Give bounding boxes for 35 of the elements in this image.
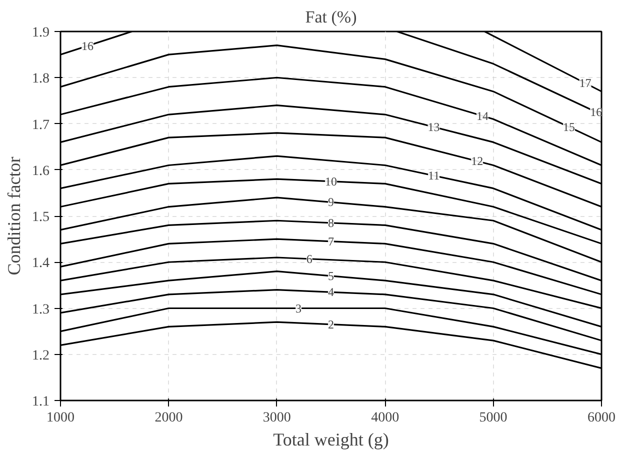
series-label: 7 (328, 234, 334, 248)
text: 16 (82, 38, 94, 53)
x-tick-label: 2000 (154, 410, 183, 426)
series-label: 11 (428, 168, 440, 183)
y-tick-label: 1.3 (32, 302, 50, 318)
y-tick-label: 1.6 (32, 164, 50, 179)
y-tick-label: 1.9 (32, 26, 50, 40)
series-label: 8 (328, 216, 334, 230)
series-label: 16 (590, 104, 602, 119)
y-tick-label: 1.7 (32, 118, 50, 133)
x-tick-label: 5000 (479, 410, 508, 426)
x-axis-title: Total weight (g) (273, 430, 389, 450)
series-label: 2 (328, 317, 334, 332)
y-tick-label: 1.4 (32, 256, 50, 272)
series-label: 6 (306, 252, 312, 266)
series-label: 5 (328, 268, 334, 283)
chart-title: Fat (%) (305, 8, 357, 26)
series-label: 12 (471, 154, 484, 168)
series-label: 3 (296, 301, 302, 316)
series-label: 15 (563, 120, 576, 134)
series-label: 10 (325, 174, 337, 188)
series-label: 4 (328, 285, 334, 300)
series-label: 17 (579, 76, 592, 90)
y-tick-label: 1.5 (32, 210, 50, 225)
x-tick-label: 1000 (46, 410, 74, 426)
series-label: 14 (476, 108, 488, 123)
y-tick-label: 1.2 (32, 348, 50, 364)
y-tick-label: 1.8 (32, 72, 50, 87)
y-tick-label: 1.1 (32, 394, 50, 410)
y-axis-title: Condition factor (4, 156, 24, 276)
x-tick-label: 6000 (588, 410, 616, 426)
series-label: 13 (428, 120, 440, 134)
x-tick-label: 3000 (262, 410, 291, 426)
x-tick-label: 4000 (371, 410, 400, 426)
series-label: 9 (328, 195, 334, 210)
